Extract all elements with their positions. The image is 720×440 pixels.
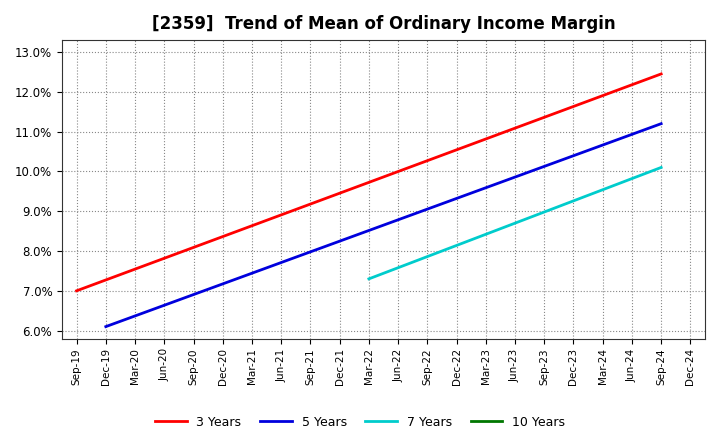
3 Years	[72, 288, 81, 293]
7 Years	[452, 243, 461, 248]
5 Years	[628, 132, 636, 137]
5 Years	[218, 281, 227, 286]
5 Years	[510, 174, 519, 180]
5 Years	[277, 260, 286, 265]
3 Years	[248, 223, 256, 228]
3 Years	[102, 277, 110, 282]
5 Years	[364, 228, 373, 233]
7 Years	[394, 265, 402, 270]
7 Years	[598, 187, 607, 192]
5 Years	[248, 271, 256, 276]
5 Years	[540, 164, 549, 169]
5 Years	[657, 121, 665, 126]
3 Years	[423, 158, 432, 163]
3 Years	[160, 256, 168, 261]
7 Years	[482, 231, 490, 237]
3 Years	[336, 191, 344, 196]
3 Years	[218, 234, 227, 239]
3 Years	[628, 82, 636, 88]
5 Years	[482, 185, 490, 191]
Line: 3 Years: 3 Years	[76, 74, 661, 291]
5 Years	[452, 196, 461, 201]
3 Years	[598, 93, 607, 98]
5 Years	[131, 313, 140, 319]
7 Years	[510, 220, 519, 226]
5 Years	[160, 303, 168, 308]
7 Years	[540, 209, 549, 215]
3 Years	[131, 267, 140, 272]
7 Years	[423, 254, 432, 259]
3 Years	[452, 147, 461, 153]
3 Years	[657, 71, 665, 77]
Line: 7 Years: 7 Years	[369, 168, 661, 279]
Legend: 3 Years, 5 Years, 7 Years, 10 Years: 3 Years, 5 Years, 7 Years, 10 Years	[150, 411, 570, 434]
5 Years	[569, 153, 577, 158]
7 Years	[364, 276, 373, 282]
7 Years	[569, 198, 577, 204]
3 Years	[364, 180, 373, 185]
3 Years	[510, 125, 519, 131]
3 Years	[277, 212, 286, 217]
5 Years	[189, 292, 198, 297]
3 Years	[482, 136, 490, 142]
Line: 5 Years: 5 Years	[106, 124, 661, 326]
7 Years	[657, 165, 665, 170]
5 Years	[306, 249, 315, 254]
3 Years	[569, 104, 577, 109]
3 Years	[306, 202, 315, 207]
Title: [2359]  Trend of Mean of Ordinary Income Margin: [2359] Trend of Mean of Ordinary Income …	[152, 15, 616, 33]
5 Years	[102, 324, 110, 329]
3 Years	[189, 245, 198, 250]
5 Years	[336, 238, 344, 244]
5 Years	[394, 217, 402, 223]
3 Years	[394, 169, 402, 174]
5 Years	[423, 206, 432, 212]
7 Years	[628, 176, 636, 181]
5 Years	[598, 143, 607, 148]
3 Years	[540, 115, 549, 120]
